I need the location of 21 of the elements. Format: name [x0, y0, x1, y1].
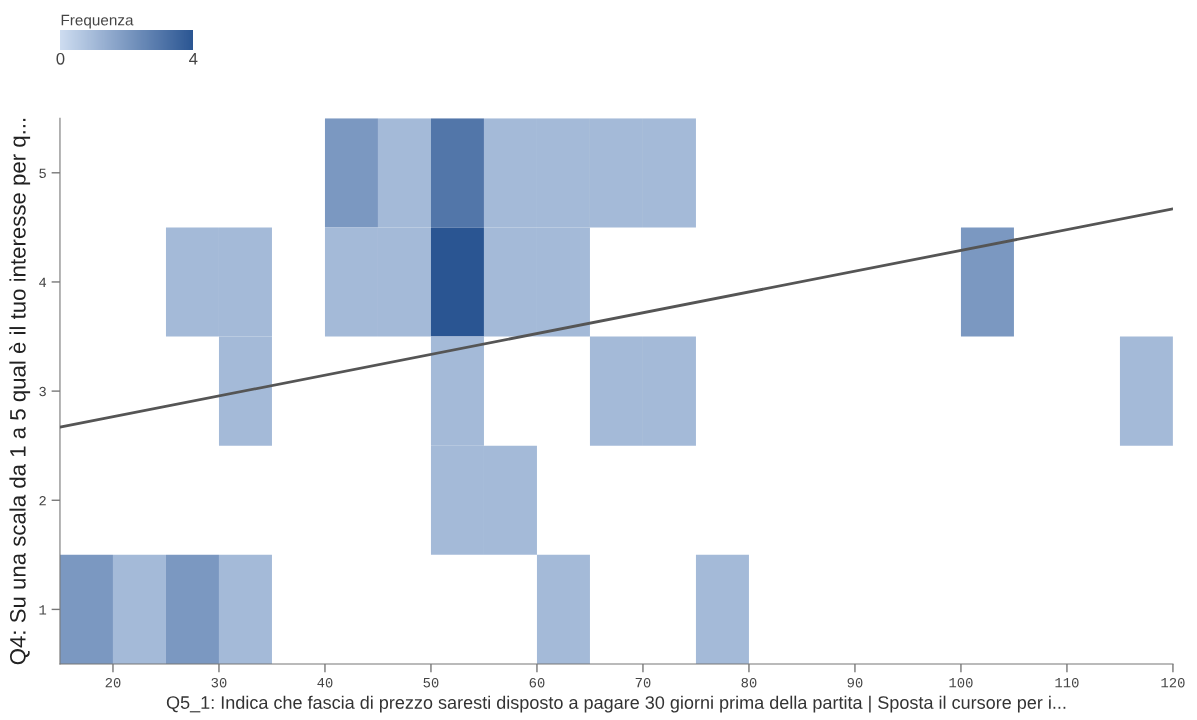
x-tick-label: 110 — [1055, 677, 1079, 688]
x-tick-label: 20 — [105, 677, 121, 688]
x-tick-label: 90 — [847, 677, 863, 688]
x-axis-title: Q5_1: Indica che fascia di prezzo saresti disposto a pagare 30 giorni prima della partita | Sposta il cursore per i... — [166, 695, 1066, 713]
color-bar-label: 0 — [56, 52, 65, 65]
y-tick-label: 5 — [39, 168, 46, 178]
x-tick-label: 100 — [949, 677, 973, 688]
y-tick-label: 3 — [39, 386, 46, 397]
y-tick-label: 1 — [39, 605, 47, 615]
x-tick-label: 30 — [211, 677, 227, 688]
x-tick-label: 70 — [635, 677, 651, 688]
x-tick-label: 80 — [741, 677, 757, 688]
x-tick-label: 50 — [423, 677, 439, 688]
x-tick-label: 40 — [317, 677, 333, 688]
color-bar-title: Frequenza — [61, 14, 134, 29]
x-tick-label: 120 — [1161, 677, 1185, 688]
color-bar-label: 4 — [189, 53, 198, 65]
y-tick-label: 4 — [39, 277, 47, 287]
y-tick-label: 2 — [39, 496, 46, 506]
y-axis-title: Q4: Su una scala da 1 a 5 qual è il tuo interesse per q... — [9, 118, 31, 665]
x-tick-label: 60 — [529, 677, 545, 688]
